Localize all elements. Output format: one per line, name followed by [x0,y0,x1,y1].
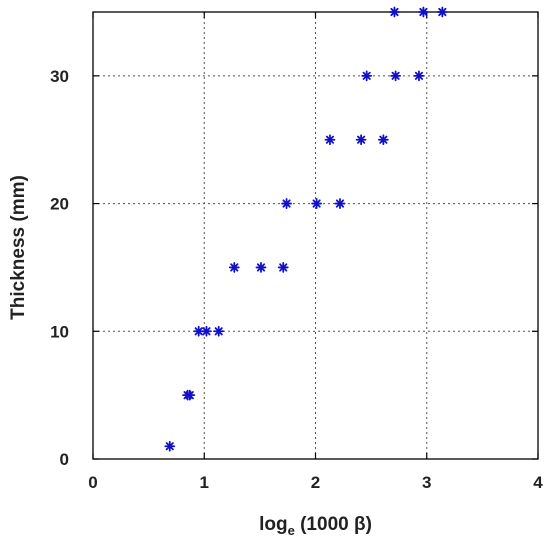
data-point [361,70,373,82]
point-stroke [230,263,239,272]
point-stroke [312,199,321,208]
point-stroke [419,7,428,17]
point-stroke [279,263,288,272]
x-tick-label: 4 [533,473,543,492]
data-point [184,389,196,401]
point-stroke [414,71,424,80]
x-tick-label: 2 [311,473,320,492]
point-stroke [357,135,366,144]
point-stroke [379,135,388,144]
data-point [418,6,429,18]
axis-ticks: 0 1 2 3 4 0 10 20 30 [50,12,543,492]
data-point [355,134,367,146]
x-axis-label-subscript: e [288,523,295,538]
data-point [334,198,346,209]
data-point [201,325,212,337]
point-stroke [362,71,371,80]
x-tick-label: 0 [88,473,97,492]
data-points [164,6,448,452]
axis-labels: loge (1000 β) Thickness (mm) [8,175,372,538]
data-point [164,440,176,452]
data-point [281,198,292,209]
point-stroke [438,7,447,17]
data-point [436,6,448,18]
data-point [389,6,400,18]
x-axis-label-suffix: (1000 β) [295,514,372,535]
y-tick-label: 10 [50,322,69,341]
point-stroke [202,327,211,336]
point-stroke [335,199,345,208]
data-point [255,262,267,273]
y-tick-label: 20 [50,195,69,214]
data-point [228,262,240,273]
grid [93,12,538,459]
data-point [413,70,425,82]
x-tick-label: 1 [200,473,209,492]
point-stroke [165,442,174,451]
y-tick-label: 0 [60,450,69,469]
y-tick-label: 30 [50,67,69,86]
x-tick-label: 3 [422,473,431,492]
y-axis-label: Thickness (mm) [8,175,29,320]
point-stroke [325,135,335,144]
point-stroke [194,327,203,336]
point-stroke [282,199,291,208]
point-stroke [391,71,400,80]
data-point [390,70,402,82]
data-point [277,262,289,273]
point-stroke [214,327,223,336]
point-stroke [390,7,399,17]
data-point [377,134,389,146]
data-point [213,325,225,337]
x-axis-label: loge (1000 β) [259,514,372,538]
point-stroke [256,263,266,272]
data-point [324,134,336,146]
data-point [311,198,323,209]
point-stroke [185,391,194,400]
x-axis-label-prefix: log [259,514,288,535]
